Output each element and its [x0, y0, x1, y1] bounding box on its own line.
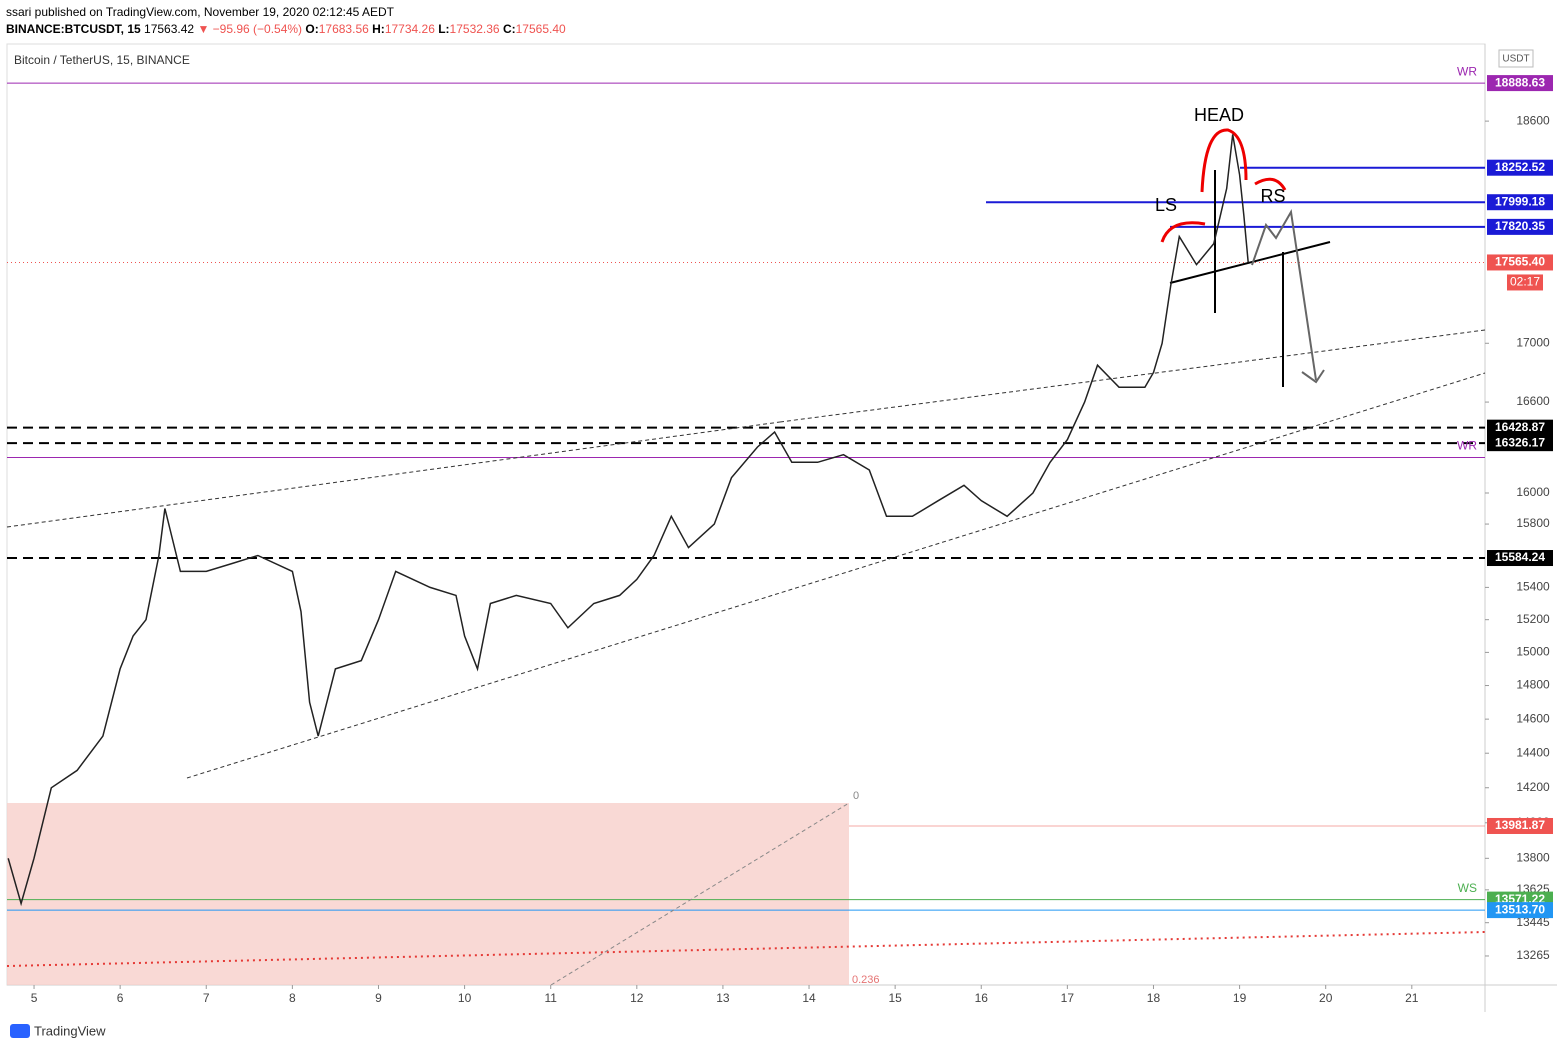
price-badge: [1487, 75, 1553, 92]
countdown-text: 02:17: [1510, 275, 1540, 289]
price-badge: [1487, 419, 1553, 436]
fib-label: 0: [853, 790, 859, 802]
price-badge: [1487, 194, 1553, 211]
ohlc-line: BINANCE:BTCUSDT, 15 17563.42 ▼ −95.96 (−…: [6, 22, 566, 36]
fib-box: [7, 803, 849, 985]
price-badge: [1487, 817, 1553, 834]
open: 17683.56: [318, 22, 369, 36]
x-tick-label: 13: [716, 991, 730, 1005]
low: 17532.36: [449, 22, 500, 36]
countdown-box: [1507, 274, 1543, 291]
currency: USDT: [1502, 54, 1529, 65]
price-badge-label: 18888.63: [1495, 75, 1545, 89]
x-tick-label: 6: [117, 991, 124, 1005]
price-badge-label: 16428.87: [1495, 420, 1545, 434]
y-tick-label: 16600: [1516, 394, 1550, 408]
open-label: O:: [305, 22, 319, 36]
last: 17563.42: [144, 22, 195, 36]
x-tick-label: 18: [1147, 991, 1161, 1005]
brand: TradingView: [34, 1023, 106, 1038]
x-tick-label: 10: [458, 991, 472, 1005]
price-line: [7, 134, 1249, 907]
level-tag: WS: [1458, 881, 1477, 895]
price-badge: [1487, 902, 1553, 919]
y-tick-label: 17000: [1516, 335, 1550, 349]
trendline: [779, 329, 1486, 423]
price-badge: [1487, 218, 1553, 235]
ls-label: LS: [1155, 195, 1177, 215]
trendline: [6, 421, 781, 528]
dotted-trend: [6, 931, 1486, 967]
currency-box: [1498, 49, 1534, 68]
change: ▼ −95.96 (−0.54%): [197, 22, 303, 36]
level-tag: WR: [1457, 439, 1477, 453]
price-badge: [1487, 254, 1553, 271]
high-label: H:: [372, 22, 385, 36]
x-tick-label: 17: [1061, 991, 1075, 1005]
y-tick-label: 18600: [1516, 113, 1550, 127]
x-tick-label: 12: [630, 991, 644, 1005]
x-tick-label: 11: [544, 991, 557, 1005]
head-arc: [1200, 128, 1248, 193]
logo: [10, 1024, 30, 1038]
ls-arc: [1160, 221, 1206, 243]
price-badge-label: 16326.17: [1495, 435, 1545, 449]
y-tick-label: 15800: [1516, 516, 1550, 530]
fib-diagonal: [550, 802, 850, 986]
price-badge-label: 17999.18: [1495, 194, 1545, 208]
price-badge-label: 13513.70: [1495, 902, 1545, 916]
symbol: BINANCE:BTCUSDT, 15: [6, 22, 141, 36]
rs-arc: [1254, 177, 1287, 191]
x-tick-label: 15: [888, 991, 902, 1005]
x-tick-label: 14: [802, 991, 816, 1005]
x-tick-label: 9: [375, 991, 382, 1005]
y-tick-label: 15000: [1516, 645, 1550, 659]
x-tick-label: 7: [203, 991, 210, 1005]
y-tick-label: 14800: [1516, 678, 1550, 692]
price-badge-label: 17565.40: [1495, 255, 1545, 269]
publisher-line: ssari published on TradingView.com, Nove…: [6, 5, 395, 19]
close: 17565.40: [515, 22, 566, 36]
y-tick-label: 13265: [1516, 948, 1550, 962]
projection-arrow: [1301, 369, 1325, 384]
x-tick-label: 20: [1319, 991, 1333, 1005]
x-tick-label: 8: [289, 991, 296, 1005]
neckline: [1169, 241, 1331, 284]
level-tag: WR: [1457, 64, 1477, 78]
price-badge-label: 15584.24: [1495, 550, 1545, 564]
price-badge-label: 13981.87: [1495, 818, 1545, 832]
close-label: C:: [502, 22, 516, 36]
chart-title: Bitcoin / TetherUS, 15, BINANCE: [14, 53, 190, 67]
projection: [1251, 209, 1317, 381]
low-label: L:: [438, 22, 450, 36]
fib-label: 0.236: [852, 974, 880, 986]
x-tick-label: 16: [975, 991, 989, 1005]
x-tick-label: 19: [1233, 991, 1247, 1005]
y-tick-label: 16000: [1516, 485, 1550, 499]
price-badge: [1487, 550, 1553, 567]
rs-label: RS: [1260, 186, 1285, 206]
y-tick-label: 15200: [1516, 612, 1550, 626]
y-tick-label: 13445: [1516, 915, 1550, 929]
high: 17734.26: [384, 22, 435, 36]
y-tick-label: 14600: [1516, 711, 1550, 725]
price-badge-label: 17820.35: [1495, 219, 1545, 233]
price-badge: [1487, 435, 1553, 452]
y-tick-label: 14200: [1516, 780, 1550, 794]
trendline: [186, 372, 1486, 779]
y-tick-label: 15400: [1516, 580, 1550, 594]
y-tick-label: 13800: [1516, 850, 1550, 864]
y-tick-label: 14400: [1516, 745, 1550, 759]
price-badge-label: 18252.52: [1495, 160, 1545, 174]
head-label: HEAD: [1194, 105, 1244, 125]
x-tick-label: 5: [31, 991, 38, 1005]
x-tick-label: 21: [1405, 991, 1419, 1005]
price-badge: [1487, 159, 1553, 176]
